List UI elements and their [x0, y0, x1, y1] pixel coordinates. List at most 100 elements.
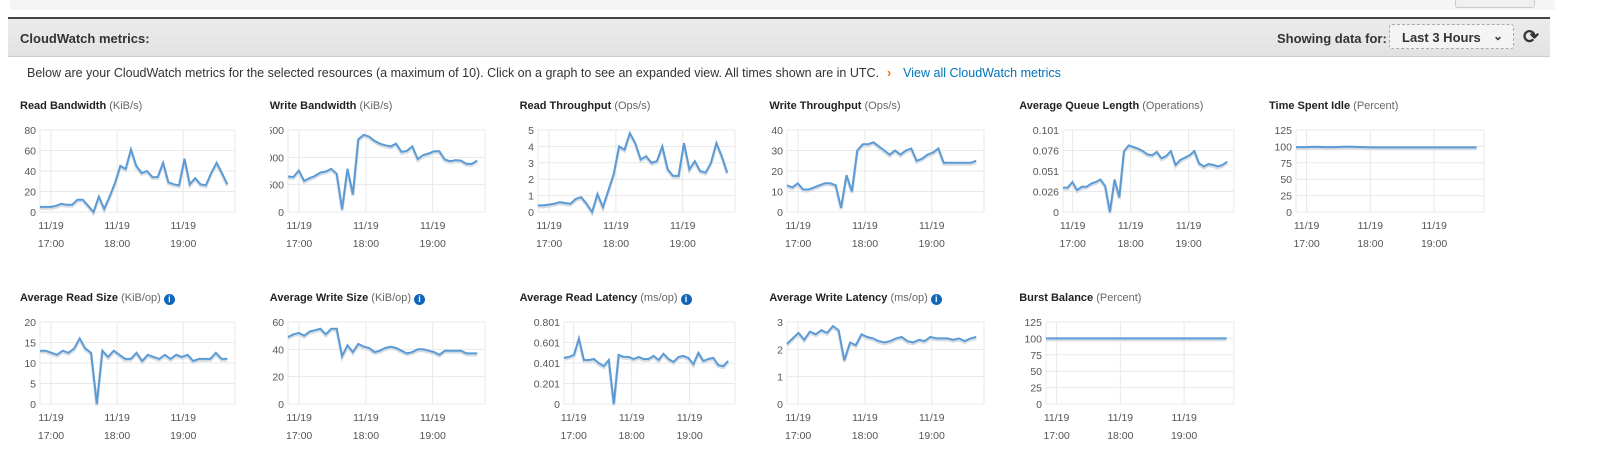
- x-tick-label: 19:00: [170, 430, 196, 442]
- chart-unit: (Operations): [1142, 100, 1204, 112]
- y-tick-label: 0: [1286, 207, 1292, 219]
- info-icon[interactable]: i: [930, 294, 942, 305]
- chart-unit: (KiB/s): [109, 100, 143, 112]
- chart-title-text: Burst Balance: [1019, 292, 1097, 304]
- chart-svg: 0 25 50 75 100 125 11/19 17:00 11/19 18:00 11/19 19…: [1025, 317, 1235, 442]
- metric-chart[interactable]: Time Spent Idle (Percent) 0 25 50 75 100 125 11…: [1269, 100, 1519, 260]
- refresh-icon[interactable]: ⟳: [1523, 27, 1539, 48]
- x-tick-label: 17:00: [1060, 238, 1086, 250]
- y-tick-label: 0: [528, 207, 534, 219]
- x-tick-label: 11/19: [420, 220, 446, 232]
- series-line: [1063, 144, 1228, 213]
- view-all-metrics-link[interactable]: View all CloudWatch metrics: [903, 66, 1061, 80]
- y-tick-label: 3: [778, 317, 784, 329]
- x-tick-label: 17:00: [785, 430, 811, 442]
- y-tick-label: 25: [1280, 191, 1292, 203]
- series-shadow: [563, 334, 729, 406]
- y-tick-label: 20: [272, 372, 284, 384]
- x-tick-label: 19:00: [419, 238, 445, 250]
- metric-chart[interactable]: Average Read Latency (ms/op) i 0 0.201 0.401…: [520, 292, 770, 452]
- y-tick-label: 40: [24, 166, 36, 178]
- series-shadow: [786, 142, 978, 210]
- chart-unit: (KiB/op): [371, 292, 412, 304]
- chart-title-text: Average Queue Length: [1019, 100, 1143, 112]
- y-tick-label: 40: [272, 344, 284, 356]
- chart-title: Average Write Size (KiB/op) i: [270, 292, 426, 305]
- info-icon[interactable]: i: [680, 294, 692, 305]
- chart-unit: (Percent): [1353, 100, 1399, 112]
- y-tick-label: 50: [1280, 174, 1292, 186]
- info-icon[interactable]: i: [414, 294, 426, 305]
- chart-title: Burst Balance (Percent): [1019, 292, 1141, 304]
- x-tick-label: 17:00: [286, 430, 312, 442]
- chart-title-text: Time Spent Idle: [1269, 100, 1354, 112]
- chart-svg: 0 5 10 15 20 11/19 17:00 11/19 18:00 11/19 19:00: [24, 317, 236, 442]
- y-tick-label: 60: [24, 146, 36, 158]
- chart-unit: (KiB/op): [121, 292, 161, 304]
- metric-chart[interactable]: Read Bandwidth (KiB/s) 0 20 40 60 80 11/19 17:0…: [20, 100, 270, 260]
- chart-unit: (KiB/s): [359, 100, 393, 112]
- x-tick-label: 11/19: [919, 220, 945, 232]
- series-line: [287, 133, 478, 210]
- metric-chart[interactable]: Write Bandwidth (KiB/s) 0 500 1,000 1,500 11/…: [270, 100, 520, 260]
- x-tick-label: 18:00: [104, 238, 130, 250]
- time-range-select[interactable]: Last 3 Hours ⌄: [1389, 24, 1514, 49]
- series-shadow: [1063, 145, 1229, 214]
- metric-chart[interactable]: Average Write Size (KiB/op) i 0 20 40 60 11/19…: [270, 292, 520, 452]
- x-tick-label: 11/19: [853, 412, 879, 424]
- x-tick-label: 11/19: [104, 220, 130, 232]
- series-line: [1296, 145, 1477, 149]
- metric-chart[interactable]: Burst Balance (Percent) 0 25 50 75 100 125 11/1…: [1019, 292, 1269, 452]
- x-tick-label: 11/19: [353, 220, 379, 232]
- y-tick-label: 2: [778, 344, 784, 356]
- y-tick-label: 0.026: [1033, 187, 1059, 199]
- metrics-header: CloudWatch metrics: Showing data for: La…: [8, 17, 1550, 57]
- x-tick-label: 11/19: [670, 220, 696, 232]
- metric-chart[interactable]: Average Read Size (KiB/op) i 0 5 10 15 20 11/19…: [20, 292, 270, 452]
- y-tick-label: 100: [1025, 333, 1043, 345]
- y-tick-label: 10: [772, 187, 784, 199]
- series-shadow: [786, 325, 977, 363]
- y-tick-label: 5: [528, 125, 534, 137]
- info-icon[interactable]: i: [163, 294, 175, 305]
- x-tick-label: 17:00: [560, 430, 586, 442]
- y-tick-label: 1,500: [270, 125, 284, 137]
- y-tick-label: 1: [528, 191, 534, 203]
- x-tick-label: 11/19: [676, 412, 702, 424]
- chart-unit: (Ops/s): [614, 100, 651, 112]
- x-tick-label: 19:00: [919, 238, 945, 250]
- y-tick-label: 20: [24, 187, 36, 199]
- series-shadow: [287, 328, 477, 363]
- y-tick-label: 2: [528, 174, 534, 186]
- y-tick-label: 0: [778, 207, 784, 219]
- series-line: [40, 336, 228, 405]
- metric-chart[interactable]: Read Throughput (Ops/s) 0 1 2 3 4 5 11/19 17:00 1…: [520, 100, 770, 260]
- chart-svg: 0 0.026 0.051 0.076 0.101 11/19 17:00 11/19 18:0…: [1033, 125, 1235, 250]
- chart-title: Average Read Size (KiB/op) i: [20, 292, 175, 305]
- x-tick-label: 11/19: [170, 412, 196, 424]
- metric-chart[interactable]: Average Write Latency (ms/op) i 0 1 2 3 11/19 1…: [769, 292, 1019, 452]
- metric-chart[interactable]: Average Queue Length (Operations) 0 0.026 0…: [1019, 100, 1269, 260]
- x-tick-label: 11/19: [1358, 220, 1384, 232]
- chart-title-text: Average Write Latency: [769, 292, 891, 304]
- chart-title-text: Average Read Latency: [519, 292, 641, 304]
- y-tick-label: 0.051: [1033, 166, 1059, 178]
- top-strip: [10, 0, 1555, 10]
- chevron-down-icon: ⌄: [1492, 29, 1503, 43]
- chart-svg: 0 1 2 3 4 5 11/19 17:00 11/19 18:00 11/19 19:00: [528, 125, 736, 250]
- x-tick-label: 17:00: [38, 430, 64, 442]
- x-tick-label: 19:00: [1421, 238, 1447, 250]
- chart-unit: (Ops/s): [864, 100, 901, 112]
- x-tick-label: 18:00: [602, 238, 628, 250]
- metric-chart[interactable]: Write Throughput (Ops/s) 0 10 20 30 40 11/19 17…: [769, 100, 1019, 260]
- x-tick-label: 17:00: [785, 238, 811, 250]
- top-button[interactable]: [1455, 0, 1535, 8]
- y-tick-label: 500: [270, 180, 284, 192]
- series-line: [563, 334, 729, 405]
- chart-svg: 0 0.201 0.401 0.601 0.801 11/19 17:00 11/19 18:0…: [533, 317, 736, 442]
- x-tick-label: 11/19: [853, 220, 879, 232]
- series-shadow: [1296, 146, 1477, 151]
- chart-svg: 0 10 20 30 40 11/19 17:00 11/19 18:00 11/19 19:00: [772, 125, 985, 250]
- y-tick-label: 75: [1031, 350, 1043, 362]
- y-tick-label: 30: [772, 146, 784, 158]
